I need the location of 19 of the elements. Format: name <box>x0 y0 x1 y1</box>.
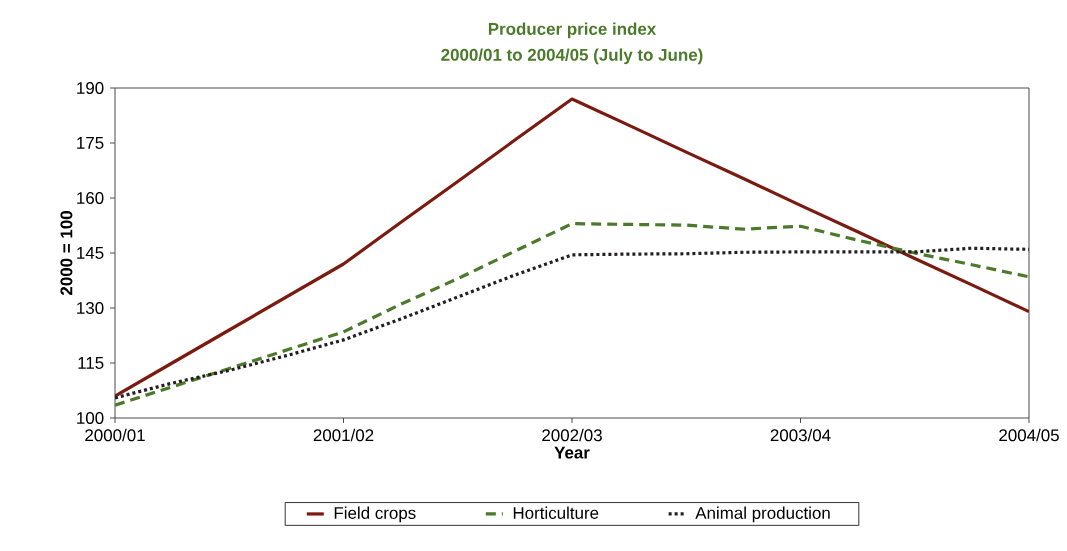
x-tick-label: 2000/01 <box>85 428 145 442</box>
y-tick-label: 100 <box>77 412 104 424</box>
legend-label: Field crops <box>334 506 416 523</box>
x-tick-label: 2004/05 <box>999 428 1059 442</box>
x-axis-title: Year <box>554 446 590 459</box>
y-tick-label: 145 <box>77 247 104 259</box>
x-tick-label: 2001/02 <box>313 428 374 442</box>
chart-subtitle: 2000/01 to 2004/05 (July to June) <box>441 48 703 65</box>
legend-label: Animal production <box>695 506 830 523</box>
y-tick-label: 190 <box>77 82 104 95</box>
x-tick-label: 2003/04 <box>770 428 831 442</box>
legend-label: Horticulture <box>513 506 599 519</box>
y-tick-label: 175 <box>77 137 104 149</box>
y-tick-label: 130 <box>77 302 104 314</box>
chart-title: Producer price index <box>488 22 657 39</box>
y-tick-label: 160 <box>77 192 104 205</box>
y-axis-title: 2000 = 100 <box>60 211 73 296</box>
x-tick-label: 2002/03 <box>542 428 602 442</box>
y-tick-label: 115 <box>78 357 104 369</box>
